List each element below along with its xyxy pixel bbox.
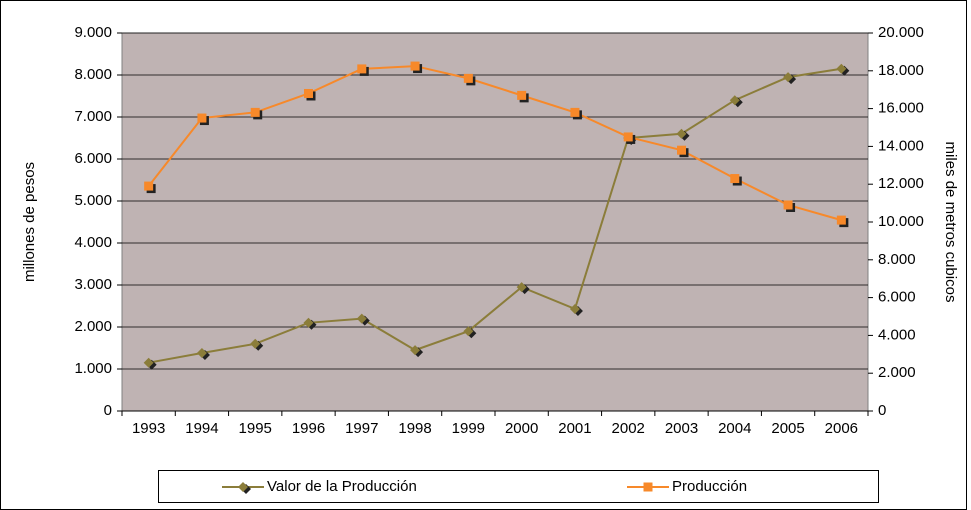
- marker: [410, 61, 420, 71]
- y2-tick-label: 12.000: [878, 175, 924, 192]
- y-tick-label: 2.000: [74, 318, 112, 335]
- marker: [677, 145, 686, 155]
- legend-label: Valor de la Producción: [267, 478, 417, 495]
- x-tick-label: 1995: [239, 420, 272, 437]
- marker: [570, 107, 580, 117]
- x-tick-label: 2005: [771, 420, 804, 437]
- marker: [836, 215, 846, 225]
- x-tick-label: 2004: [718, 420, 751, 437]
- x-tick-label: 2003: [665, 420, 698, 437]
- marker: [783, 72, 794, 83]
- x-tick-label: 1994: [185, 420, 218, 437]
- marker: [143, 357, 154, 368]
- y-tick-label: 0: [104, 402, 112, 419]
- y2-tick-label: 8.000: [878, 251, 916, 268]
- marker: [238, 482, 248, 492]
- x-tick-label: 2001: [558, 420, 591, 437]
- legend: [158, 470, 879, 503]
- legend-label: Producción: [672, 478, 747, 495]
- marker: [197, 113, 207, 123]
- marker: [303, 317, 314, 328]
- marker: [196, 348, 207, 359]
- series-line: [148, 67, 842, 364]
- y-tick-label: 6.000: [74, 150, 112, 167]
- marker: [836, 63, 847, 74]
- marker: [463, 73, 473, 83]
- marker: [643, 482, 653, 492]
- marker: [250, 338, 261, 349]
- y-tick-label: 9.000: [74, 24, 112, 41]
- y-tick-label: 8.000: [74, 66, 112, 83]
- y-tick-label: 3.000: [74, 276, 112, 293]
- marker: [517, 90, 527, 100]
- marker: [676, 128, 687, 139]
- marker: [783, 200, 793, 210]
- y2-tick-label: 18.000: [878, 62, 924, 79]
- y-tick-label: 4.000: [74, 234, 112, 251]
- x-tick-label: 1997: [345, 420, 378, 437]
- marker: [569, 303, 580, 314]
- x-tick-label: 1998: [398, 420, 431, 437]
- marker: [516, 282, 527, 293]
- marker: [144, 181, 154, 191]
- y-tick-label: 5.000: [74, 192, 112, 209]
- marker: [356, 313, 367, 324]
- y-tick-label: 7.000: [74, 108, 112, 125]
- series-line: [147, 65, 842, 222]
- x-tick-label: 2006: [825, 420, 858, 437]
- plot-area: [121, 32, 869, 412]
- y-tick-label: 1.000: [74, 360, 112, 377]
- marker: [623, 132, 633, 142]
- y-axis-label: millones de pesos: [21, 162, 38, 282]
- x-tick-label: 1996: [292, 420, 325, 437]
- x-tick-label: 1993: [132, 420, 165, 437]
- marker: [357, 64, 367, 74]
- y2-axis-label: miles de metros cubicos: [942, 142, 959, 303]
- y2-tick-label: 4.000: [878, 326, 916, 343]
- marker: [729, 95, 740, 106]
- x-tick-label: 1999: [452, 420, 485, 437]
- marker: [304, 88, 313, 98]
- y2-tick-label: 6.000: [878, 289, 916, 306]
- marker: [730, 174, 740, 184]
- y2-tick-label: 2.000: [878, 364, 916, 381]
- y2-tick-label: 20.000: [878, 24, 924, 41]
- x-tick-label: 2002: [612, 420, 645, 437]
- marker: [250, 107, 260, 117]
- y2-tick-label: 14.000: [878, 137, 924, 154]
- marker: [410, 345, 421, 356]
- y2-tick-label: 16.000: [878, 100, 924, 117]
- y2-tick-label: 10.000: [878, 213, 924, 230]
- x-tick-label: 2000: [505, 420, 538, 437]
- y2-tick-label: 0: [878, 402, 886, 419]
- marker: [463, 326, 474, 337]
